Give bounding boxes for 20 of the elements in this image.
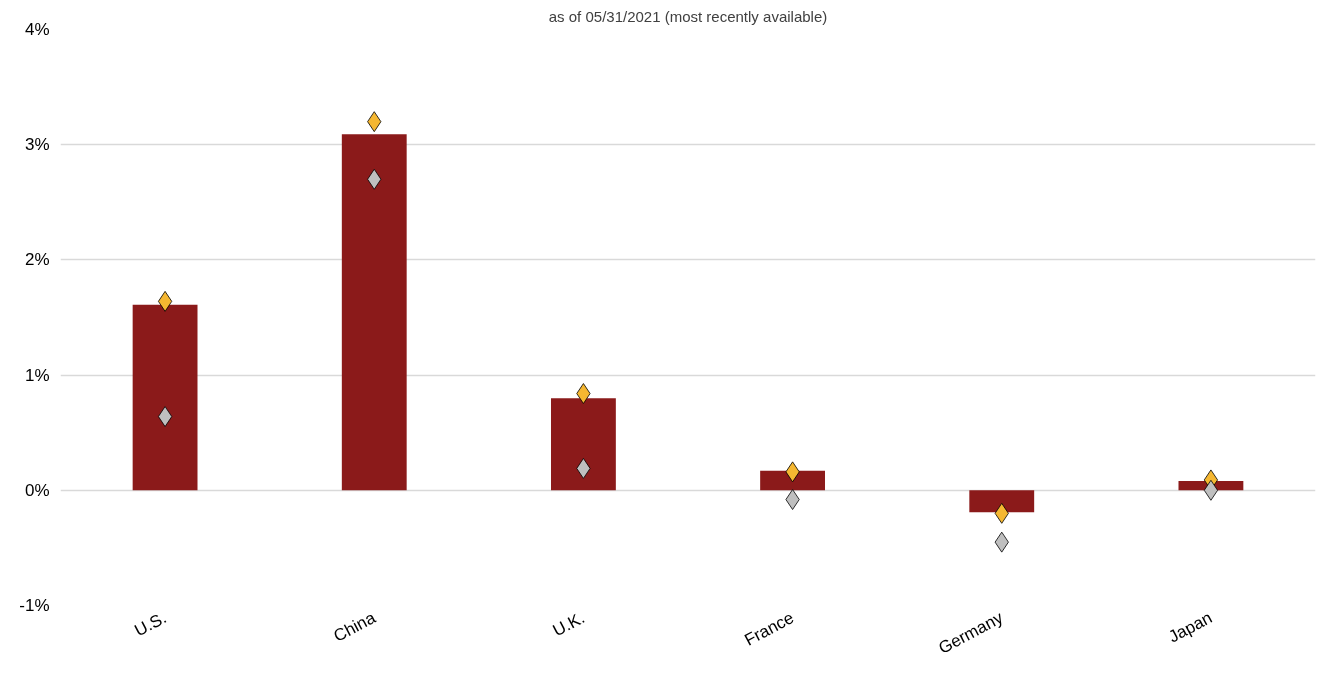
point (576, 458, 591, 479)
bar (341, 134, 407, 491)
bar (132, 304, 198, 491)
x-tick-label: Japan (1165, 608, 1216, 647)
bar (969, 490, 1035, 513)
y-tick-label: -1% (19, 596, 50, 615)
y-tick-label: 0% (24, 480, 50, 500)
y-tick-label: 2% (24, 250, 50, 270)
bar (760, 470, 825, 491)
point (158, 406, 173, 427)
x-tick-label: U.S. (131, 608, 170, 641)
bar (551, 398, 616, 491)
y-tick-label: 1% (24, 365, 50, 385)
y-tick-label: 4% (24, 20, 50, 39)
point (576, 383, 591, 404)
x-tick-label: U.K. (549, 608, 588, 641)
chart-subtitle: as of 05/31/2021 (most recently available) (548, 7, 828, 25)
y-tick-label: 3% (24, 135, 50, 155)
point (785, 489, 800, 510)
x-tick-label: China (330, 607, 380, 646)
